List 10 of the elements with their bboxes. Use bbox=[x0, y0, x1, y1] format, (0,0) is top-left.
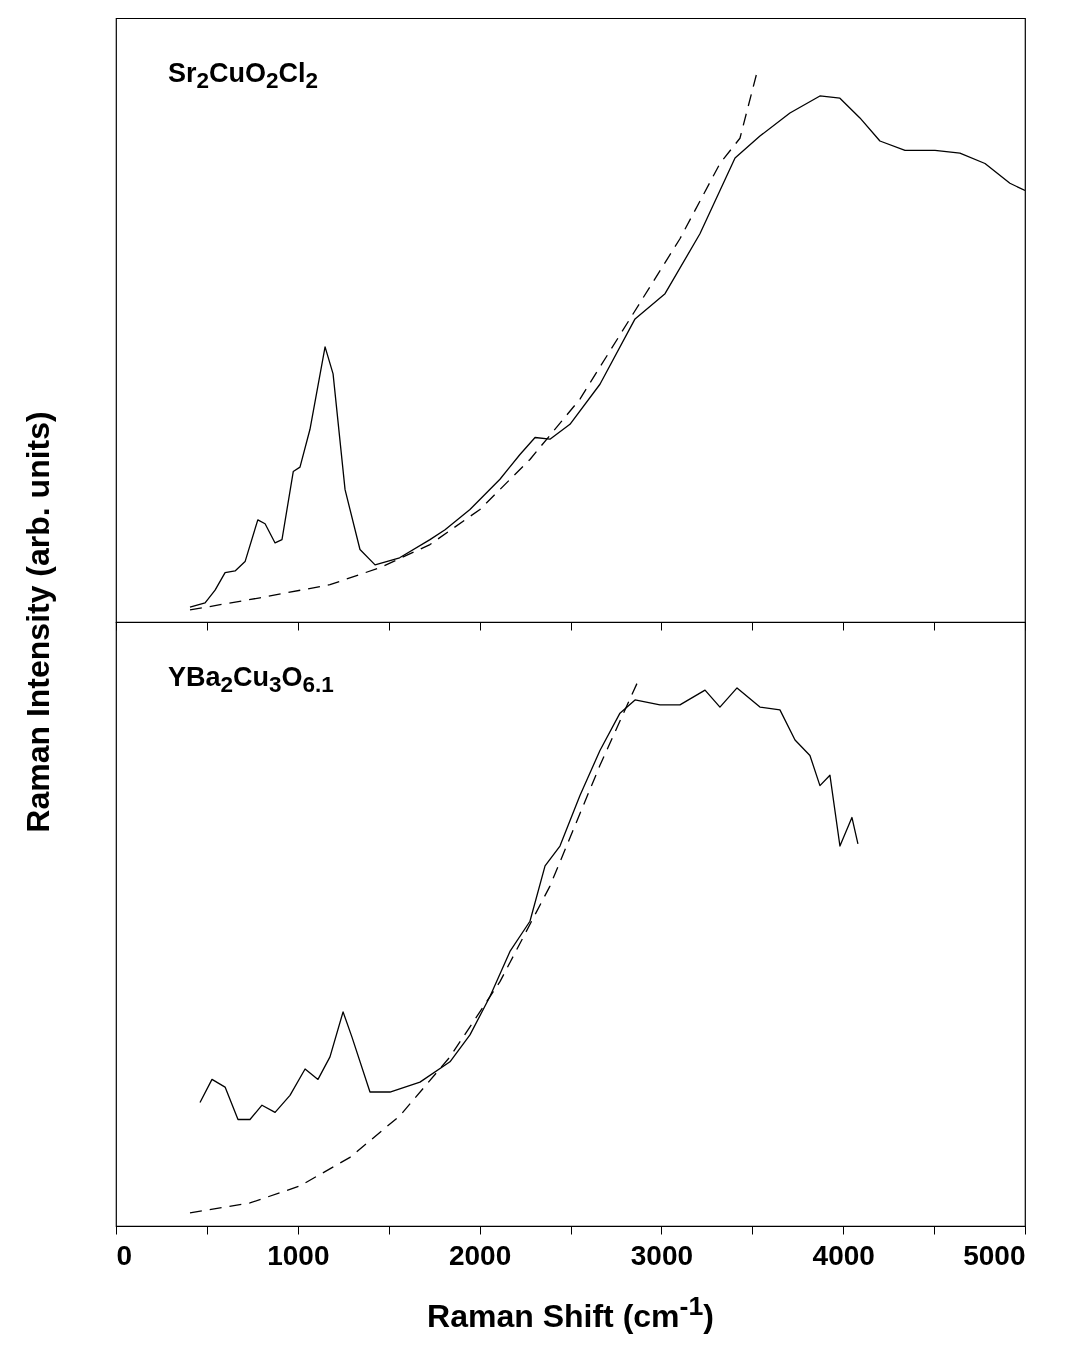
x-tick-label: 0 bbox=[116, 1239, 133, 1271]
x-tick-label: 5000 bbox=[963, 1239, 1026, 1271]
x-tick-label: 4000 bbox=[812, 1239, 875, 1271]
x-tick-label: 3000 bbox=[630, 1239, 694, 1271]
y-axis-title: Raman Intensity (arb. units) bbox=[19, 411, 57, 833]
annotation: Sr$_{2}$CuO$_{2}$Cl$_{2}$ bbox=[168, 58, 319, 95]
x-axis-title: Raman Shift (cm$^{-1}$) bbox=[427, 1291, 714, 1335]
annotation: YBa$_{2}$Cu$_{3}$O$_{6.1}$ bbox=[168, 662, 334, 699]
x-tick-label: 2000 bbox=[448, 1239, 512, 1271]
x-tick-label: 1000 bbox=[267, 1239, 330, 1271]
